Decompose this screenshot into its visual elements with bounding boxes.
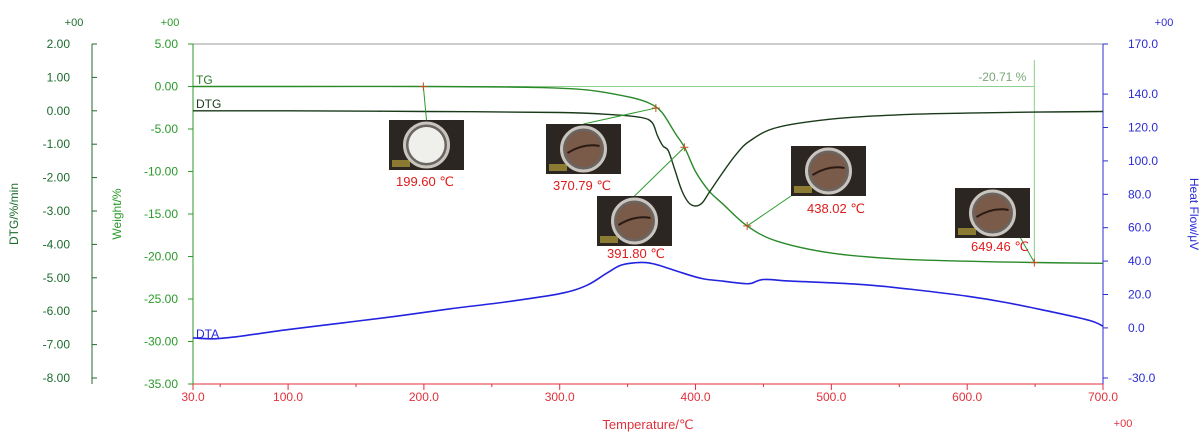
weight-axis-title: Weight/% xyxy=(110,188,124,239)
series-label-dtg: DTG xyxy=(196,97,221,111)
x-tick-label: 200.0 xyxy=(409,390,439,404)
dtg-axis: 2.00 1.00 0.00 -1.00 -2.00 -3.00 -4.00 -5.00 -6.… xyxy=(7,17,97,385)
sample-crack xyxy=(617,216,651,226)
annotation-leader-line xyxy=(746,195,792,227)
series-line-dta xyxy=(192,261,1104,340)
annotation-temperature-label: 649.46 ℃ xyxy=(971,239,1029,254)
weight-tick-label: 5.00 xyxy=(155,37,179,51)
sample-surface xyxy=(565,131,602,167)
heat-flow-tick-label: 0.0 xyxy=(1128,321,1145,335)
dtg-tick-label: -6.00 xyxy=(43,304,71,318)
annotation-temperature-label: 391.80 ℃ xyxy=(607,246,665,261)
sample-surface xyxy=(408,127,445,163)
dtg-axis-exponent: +00 xyxy=(65,17,84,29)
weight-axis: 5.00 0.00 -5.00 -10.00 -15.00 -20.00 -25.00 -30… xyxy=(110,17,194,391)
series-label-dta: DTA xyxy=(196,327,219,341)
annotation-leader-line xyxy=(634,146,685,197)
x-tick-label: 400.0 xyxy=(681,390,711,404)
annotation-temperature-label: 438.02 ℃ xyxy=(807,201,865,216)
annotation-leader-line xyxy=(583,107,656,125)
sample-crack xyxy=(811,166,845,176)
dtg-tick-label: -1.00 xyxy=(43,137,71,151)
weight-tick-label: -10.00 xyxy=(144,165,178,179)
dtg-tick-label: -7.00 xyxy=(43,338,71,352)
heat-flow-tick-label: 60.0 xyxy=(1128,221,1152,235)
series-labels: TG DTG DTA xyxy=(196,73,221,341)
x-tick-label: 100.0 xyxy=(273,390,303,404)
dtg-tick-label: -2.00 xyxy=(43,171,71,185)
heat-flow-axis-exponent: +00 xyxy=(1155,17,1174,29)
sample-surface xyxy=(616,203,653,239)
x-tick-label: 300.0 xyxy=(545,390,575,404)
dtg-tick-label: -4.00 xyxy=(43,237,71,251)
weight-tick-label: -15.00 xyxy=(144,207,178,221)
heat-flow-tick-label: 140.0 xyxy=(1128,87,1158,101)
series-lines xyxy=(192,85,1104,340)
mass-loss-marker: -20.71 % xyxy=(423,60,1035,263)
weight-tick-label: 0.00 xyxy=(155,80,179,94)
series-line-dtg xyxy=(192,110,1104,207)
dtg-tick-label: -8.00 xyxy=(43,371,71,385)
dtg-tick-label: 0.00 xyxy=(47,104,71,118)
weight-tick-label: -30.00 xyxy=(144,335,178,349)
micrograph-stamp xyxy=(958,228,976,235)
micrograph-stamp xyxy=(549,164,567,171)
weight-tick-label: -5.00 xyxy=(151,122,179,136)
weight-tick-label: -20.00 xyxy=(144,250,178,264)
heat-flow-axis: 170.0 140.0 120.0 100.0 80.0 60.0 40.0 20.0 0.0 -… xyxy=(1102,17,1200,385)
annotation-temperature-label: 370.79 ℃ xyxy=(553,178,611,193)
dtg-tick-label: 1.00 xyxy=(47,70,71,84)
dtg-tick-label: -5.00 xyxy=(43,271,71,285)
heat-flow-tick-label: 170.0 xyxy=(1128,37,1158,51)
x-tick-label: 30.0 xyxy=(181,390,205,404)
series-line-tg xyxy=(193,85,1104,264)
x-axis-title: Temperature/℃ xyxy=(602,417,693,432)
sample-surface xyxy=(974,195,1011,231)
x-axis: 30.0 100.0 200.0 300.0 400.0 500.0 600.0 700.0 T… xyxy=(181,383,1133,432)
heat-flow-tick-label: 20.0 xyxy=(1128,288,1152,302)
dtg-tick-label: -3.00 xyxy=(43,204,71,218)
sample-crack xyxy=(566,144,600,154)
sample-surface xyxy=(810,153,847,189)
micrograph-stamp xyxy=(794,186,812,193)
series-label-tg: TG xyxy=(196,73,213,87)
heat-flow-axis-title: Heat Flow/μV xyxy=(1187,178,1200,250)
weight-tick-label: -25.00 xyxy=(144,292,178,306)
dtg-tick-label: 2.00 xyxy=(47,37,71,51)
heat-flow-tick-label: -30.0 xyxy=(1128,371,1156,385)
x-tick-label: 600.0 xyxy=(952,390,982,404)
temperature-annotations: 199.60 ℃ 370.79 ℃ 391.80 ℃ 438.02 ℃ 649.46 ℃ xyxy=(389,82,1039,267)
sample-crack xyxy=(975,208,1009,218)
heat-flow-tick-label: 120.0 xyxy=(1128,121,1158,135)
micrograph-stamp xyxy=(392,160,410,167)
weight-axis-exponent: +00 xyxy=(161,17,180,29)
x-tick-label: 700.0 xyxy=(1088,390,1118,404)
dtg-axis-title: DTG/%/min xyxy=(7,183,21,245)
weight-tick-label: -35.00 xyxy=(144,377,178,391)
micrograph-stamp xyxy=(600,236,618,243)
annotation-temperature-label: 199.60 ℃ xyxy=(396,174,454,189)
heat-flow-tick-label: 40.0 xyxy=(1128,254,1152,268)
annotation-leader-line xyxy=(422,86,427,121)
x-axis-exponent: +00 xyxy=(1114,418,1133,430)
x-tick-label: 500.0 xyxy=(816,390,846,404)
mass-loss-label: -20.71 % xyxy=(978,70,1026,84)
heat-flow-tick-label: 80.0 xyxy=(1128,187,1152,201)
heat-flow-tick-label: 100.0 xyxy=(1128,154,1158,168)
